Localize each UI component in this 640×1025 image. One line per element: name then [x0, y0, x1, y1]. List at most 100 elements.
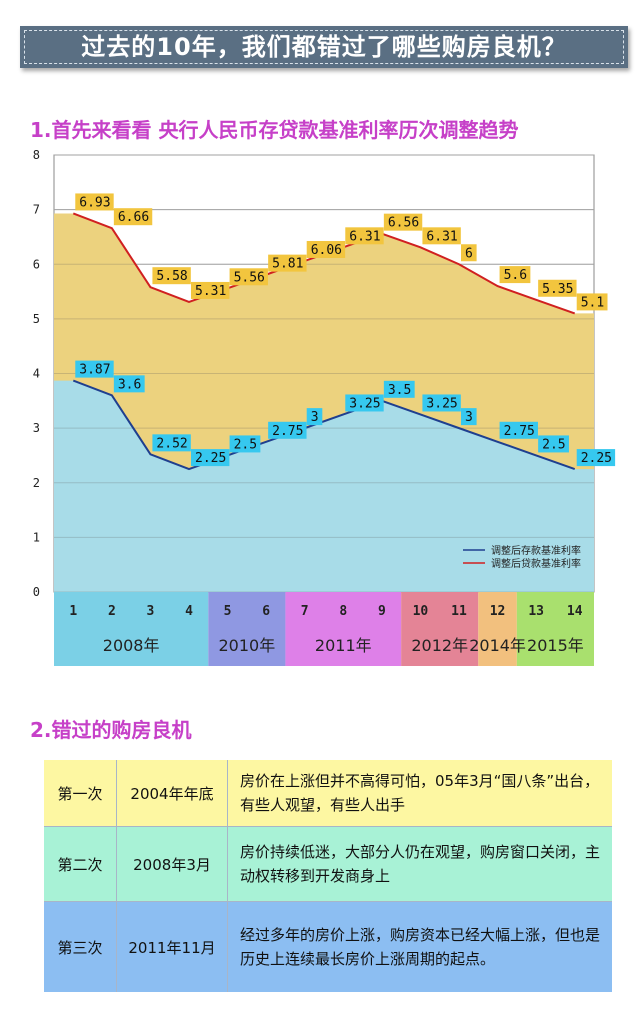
deposit-data-label: 3.87 — [79, 363, 110, 378]
deposit-data-label: 3.5 — [388, 383, 411, 398]
x-tick-label-front: 2 — [108, 604, 116, 619]
data-label-box — [422, 227, 461, 245]
loan-data-label: 6.31 — [426, 229, 457, 244]
x-tick-label-front: 11 — [451, 604, 467, 619]
year-band — [478, 592, 517, 666]
data-label-box — [576, 293, 608, 311]
year-band — [516, 592, 594, 666]
deposit-data-label: 2.25 — [195, 451, 226, 466]
x-tick-label-front: 4 — [185, 604, 193, 619]
row-date: 2004年年底 — [117, 760, 228, 826]
data-label-box — [113, 208, 153, 226]
loan-data-label: 5.81 — [272, 257, 303, 272]
data-label-box — [191, 281, 230, 299]
data-label-box — [499, 266, 531, 284]
loan-data-label: 6 — [465, 246, 473, 261]
y-tick-label: 0 — [33, 585, 40, 599]
x-tick-label-front: 8 — [339, 604, 347, 619]
y-tick-label: 1 — [33, 530, 40, 544]
year-band — [54, 592, 209, 666]
x-tick-label-front: 13 — [528, 604, 544, 619]
loan-data-label: 5.56 — [234, 270, 265, 285]
loan-data-label: 5.58 — [156, 269, 187, 284]
deposit-data-label: 3 — [311, 410, 319, 425]
data-label-box — [461, 408, 477, 426]
deposit-data-label: 2.25 — [581, 451, 612, 466]
deposit-rate-line — [72, 379, 576, 471]
x-tick-label-front: 3 — [147, 604, 155, 619]
loan-data-label: 6.06 — [311, 243, 342, 258]
deposit-data-label: 2.75 — [272, 424, 303, 439]
x-tick-label-front: 9 — [378, 604, 386, 619]
row-order: 第二次 — [44, 827, 117, 901]
interest-rate-chart: 0 12 3 4 5 6 7 8 3.87 3.6 2.5 2 2.25 2.5 2.75 3 3.25 3.5 3… — [33, 148, 616, 666]
deposit-data-label: 2.5 — [542, 437, 565, 452]
data-label-box — [191, 449, 230, 467]
data-label-box — [268, 421, 307, 439]
x-tick-label-front: 6 — [262, 604, 270, 619]
y-tick-label: 8 — [33, 148, 40, 162]
x-tick-label-front: 12 — [490, 604, 506, 619]
section1-title: 1.首先来看看 央行人民币存贷款基准利率历次调整趋势 — [30, 118, 519, 142]
data-label-box — [152, 434, 191, 452]
data-label-box — [75, 360, 114, 378]
year-band — [401, 592, 479, 666]
deposit-data-label: 3.25 — [349, 396, 380, 411]
x-tick-label-front: 5 — [224, 604, 232, 619]
table-row: 第一次 2004年年底 房价在上涨但并不高得可怕，05年3月“国八条”出台，有些… — [44, 760, 612, 827]
year-label: 2015年 — [527, 636, 584, 655]
y-tick-label: 4 — [33, 367, 40, 381]
data-label-box — [461, 244, 477, 262]
year-label: 2011年 — [315, 636, 372, 655]
data-label-box — [576, 449, 616, 467]
data-label-box — [268, 254, 307, 272]
year-band — [285, 592, 402, 666]
row-order: 第一次 — [44, 760, 117, 826]
row-description: 经过多年的房价上涨，购房资本已经大幅上涨，但也是历史上连续最长房价上涨周期的起点… — [240, 926, 601, 968]
data-label-box — [538, 435, 569, 453]
row-date: 2011年11月 — [117, 902, 228, 992]
year-label: 2014年 — [469, 636, 526, 655]
table-row: 第三次 2011年11月 经过多年的房价上涨，购房资本已经大幅上涨，但也是历史上… — [44, 902, 612, 992]
row-date: 2008年3月 — [117, 827, 228, 901]
loan-data-label: 5.1 — [581, 295, 604, 310]
loan-data-label: 6.56 — [388, 216, 419, 231]
data-label-box — [75, 193, 114, 211]
missed-opportunities-table: 第一次 2004年年底 房价在上涨但并不高得可怕，05年3月“国八条”出台，有些… — [44, 760, 612, 992]
legend-label: 调整后存款基准利率 — [491, 544, 581, 557]
data-label-box — [306, 408, 323, 426]
loan-data-label: 6.31 — [349, 229, 380, 244]
x-tick-label-front: 1 — [69, 604, 77, 619]
data-label-box — [383, 213, 423, 231]
table-row: 第二次 2008年3月 房价持续低迷，大部分人仍在观望，购房窗口关闭，主动权转移… — [44, 827, 612, 902]
data-label-box — [499, 421, 538, 439]
x-tick-label-front: 14 — [567, 604, 583, 619]
deposit-data-label: 2.5 — [234, 437, 257, 452]
data-label-box — [306, 240, 346, 258]
page-title: 过去的10年，我们都错过了哪些购房良机？ — [24, 30, 624, 64]
row-description: 房价在上涨但并不高得可怕，05年3月“国八条”出台，有些人观望，有些人出手 — [240, 772, 600, 814]
loan-data-label: 5.6 — [504, 268, 527, 283]
year-label: 2010年 — [218, 636, 275, 655]
y-tick-label: 5 — [33, 312, 40, 326]
loan-data-label: 6.93 — [79, 195, 110, 210]
deposit-data-label: 2.75 — [504, 424, 535, 439]
deposit-rate-area — [54, 380, 594, 592]
loan-data-label: 5.35 — [542, 282, 573, 297]
year-label: 2008年 — [103, 636, 160, 655]
data-label-box — [345, 394, 384, 412]
data-label-box — [345, 227, 384, 245]
deposit-data-label: 3.6 — [118, 377, 141, 392]
deposit-data-label: 3 — [465, 410, 473, 425]
data-label-box — [229, 435, 261, 453]
y-tick-label: 3 — [33, 421, 40, 435]
y-tick-label: 7 — [33, 203, 40, 217]
x-tick-label-front: 10 — [413, 604, 429, 619]
y-tick-label: 6 — [33, 257, 40, 271]
row-order: 第三次 — [44, 902, 117, 992]
data-label-box — [229, 268, 268, 286]
row-description: 房价持续低迷，大部分人仍在观望，购房窗口关闭，主动权转移到开发商身上 — [240, 843, 601, 885]
title-banner: 过去的10年，我们都错过了哪些购房良机？ — [20, 26, 628, 68]
data-label-box — [383, 380, 415, 398]
data-label-box — [422, 394, 461, 412]
